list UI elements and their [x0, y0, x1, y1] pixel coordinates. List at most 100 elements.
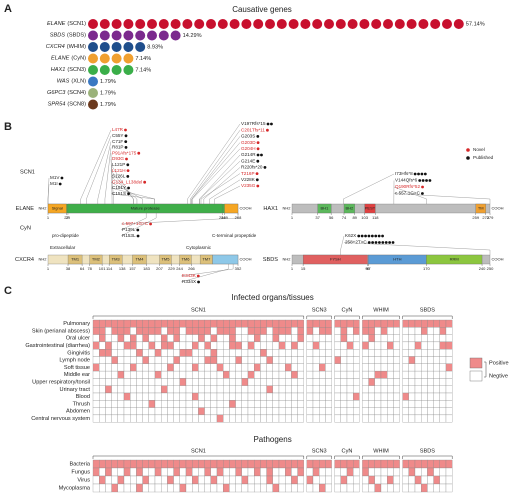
mutation-line — [343, 173, 395, 204]
heatmap-cell — [312, 385, 320, 394]
mutation-line — [120, 213, 147, 231]
heatmap-cell — [130, 385, 137, 394]
heatmap-cell — [117, 392, 125, 401]
heatmap-cell — [325, 370, 332, 379]
heatmap-cell — [173, 349, 180, 357]
heatmap-cell — [362, 385, 369, 394]
row-label: Skin (perianal abscess) — [32, 328, 90, 334]
heatmap-cell — [278, 370, 286, 379]
heatmap-cell — [380, 407, 388, 416]
heatmap-cell — [260, 341, 267, 350]
mutation-line — [214, 185, 241, 204]
mutation-label: R334X — [182, 279, 196, 284]
heatmap-cell — [198, 467, 205, 477]
heatmap-cell — [111, 370, 118, 379]
heatmap-cell — [445, 385, 453, 394]
tick-label: 273 — [482, 215, 489, 220]
heatmap-cell — [414, 363, 422, 372]
heatmap-cell — [368, 356, 375, 364]
heatmap-cell — [272, 459, 280, 469]
heatmap-cell — [142, 356, 149, 364]
heatmap-cell — [340, 385, 348, 394]
heatmap-cell — [130, 475, 137, 485]
heatmap-cell — [192, 370, 199, 379]
mutation-label: R81P — [112, 145, 124, 150]
heatmap-cell — [353, 407, 360, 416]
heatmap-cell — [241, 319, 249, 328]
heatmap-cell — [241, 363, 249, 372]
heatmap-cell — [99, 319, 106, 328]
patient-dot — [123, 53, 134, 64]
heatmap-cell — [387, 356, 394, 364]
heatmap-cell — [235, 459, 242, 469]
heatmap-cell — [278, 414, 286, 423]
heatmap-cell — [185, 334, 193, 343]
heatmap-cell — [272, 341, 280, 350]
mutation-line — [340, 235, 345, 255]
heatmap-cell — [111, 414, 118, 423]
heatmap-cell — [306, 378, 314, 386]
heatmap-cell — [148, 349, 156, 357]
heatmap-cell — [408, 414, 416, 423]
patient-dot — [324, 19, 334, 29]
heatmap-cell — [235, 475, 242, 485]
heatmap-cell — [123, 475, 131, 485]
heatmap-cell — [439, 334, 447, 343]
heatmap-cell — [223, 475, 230, 485]
heatmap-cell — [291, 319, 298, 328]
heatmap-cell — [130, 407, 137, 416]
heatmap-cell — [136, 356, 143, 364]
patient-dot — [111, 19, 122, 29]
heatmap-cell — [368, 392, 375, 401]
heatmap-cell — [266, 363, 273, 372]
heatmap-cell — [368, 334, 375, 343]
heatmap-cell — [216, 400, 224, 408]
heatmap-cell — [154, 385, 162, 394]
heatmap-cell — [136, 414, 143, 423]
heatmap-cell — [179, 341, 187, 350]
tick-label: 250 — [487, 266, 494, 271]
patient-dot — [123, 30, 134, 41]
mutation-line — [200, 173, 241, 204]
mutation-line — [191, 142, 241, 204]
report-dot — [381, 241, 385, 244]
patient-dot — [442, 19, 452, 29]
heatmap-cell — [278, 363, 286, 372]
heatmap-cell — [130, 400, 137, 408]
report-dot — [377, 234, 381, 238]
heatmap-cell — [260, 356, 267, 364]
heatmap-cell — [161, 356, 168, 364]
report-dot — [256, 184, 260, 188]
heatmap-cell — [117, 378, 125, 386]
heatmap-cell — [312, 334, 320, 343]
heatmap-cell — [142, 349, 149, 357]
gene-label: SPR54 (SCN8) — [48, 102, 87, 108]
mutation-line — [120, 213, 239, 225]
heatmap-cell — [433, 475, 440, 485]
heatmap-cell — [235, 414, 242, 423]
heatmap-cell — [123, 392, 131, 401]
heatmap-cell — [229, 392, 236, 401]
heatmap-cell — [167, 475, 174, 485]
report-dot — [360, 234, 364, 238]
heatmap-cell — [92, 334, 100, 343]
heatmap-cell — [99, 385, 106, 394]
heatmap-cell — [427, 319, 434, 328]
heatmap-cell — [346, 319, 354, 328]
patient-dot — [99, 53, 110, 64]
heatmap-cell — [229, 334, 236, 343]
heatmap-cell — [439, 370, 447, 379]
heatmap-cell — [105, 407, 112, 416]
heatmap-cell — [216, 483, 224, 493]
tick-label: 207 — [156, 266, 163, 271]
heatmap-cell — [353, 370, 360, 379]
heatmap-cell — [306, 319, 314, 328]
heatmap-cell — [235, 483, 242, 493]
heatmap-cell — [241, 392, 249, 401]
heatmap-cell — [427, 356, 434, 364]
heatmap-cell — [142, 341, 149, 350]
heatmap-cell — [173, 370, 180, 379]
heatmap-cell — [306, 370, 314, 379]
heatmap-cell — [223, 349, 230, 357]
